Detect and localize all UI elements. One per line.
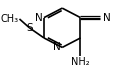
Text: S: S	[27, 23, 33, 33]
Text: N: N	[35, 13, 43, 23]
Text: CH₃: CH₃	[1, 14, 19, 24]
Text: N: N	[103, 13, 111, 23]
Text: N: N	[53, 42, 61, 52]
Text: NH₂: NH₂	[71, 57, 90, 67]
